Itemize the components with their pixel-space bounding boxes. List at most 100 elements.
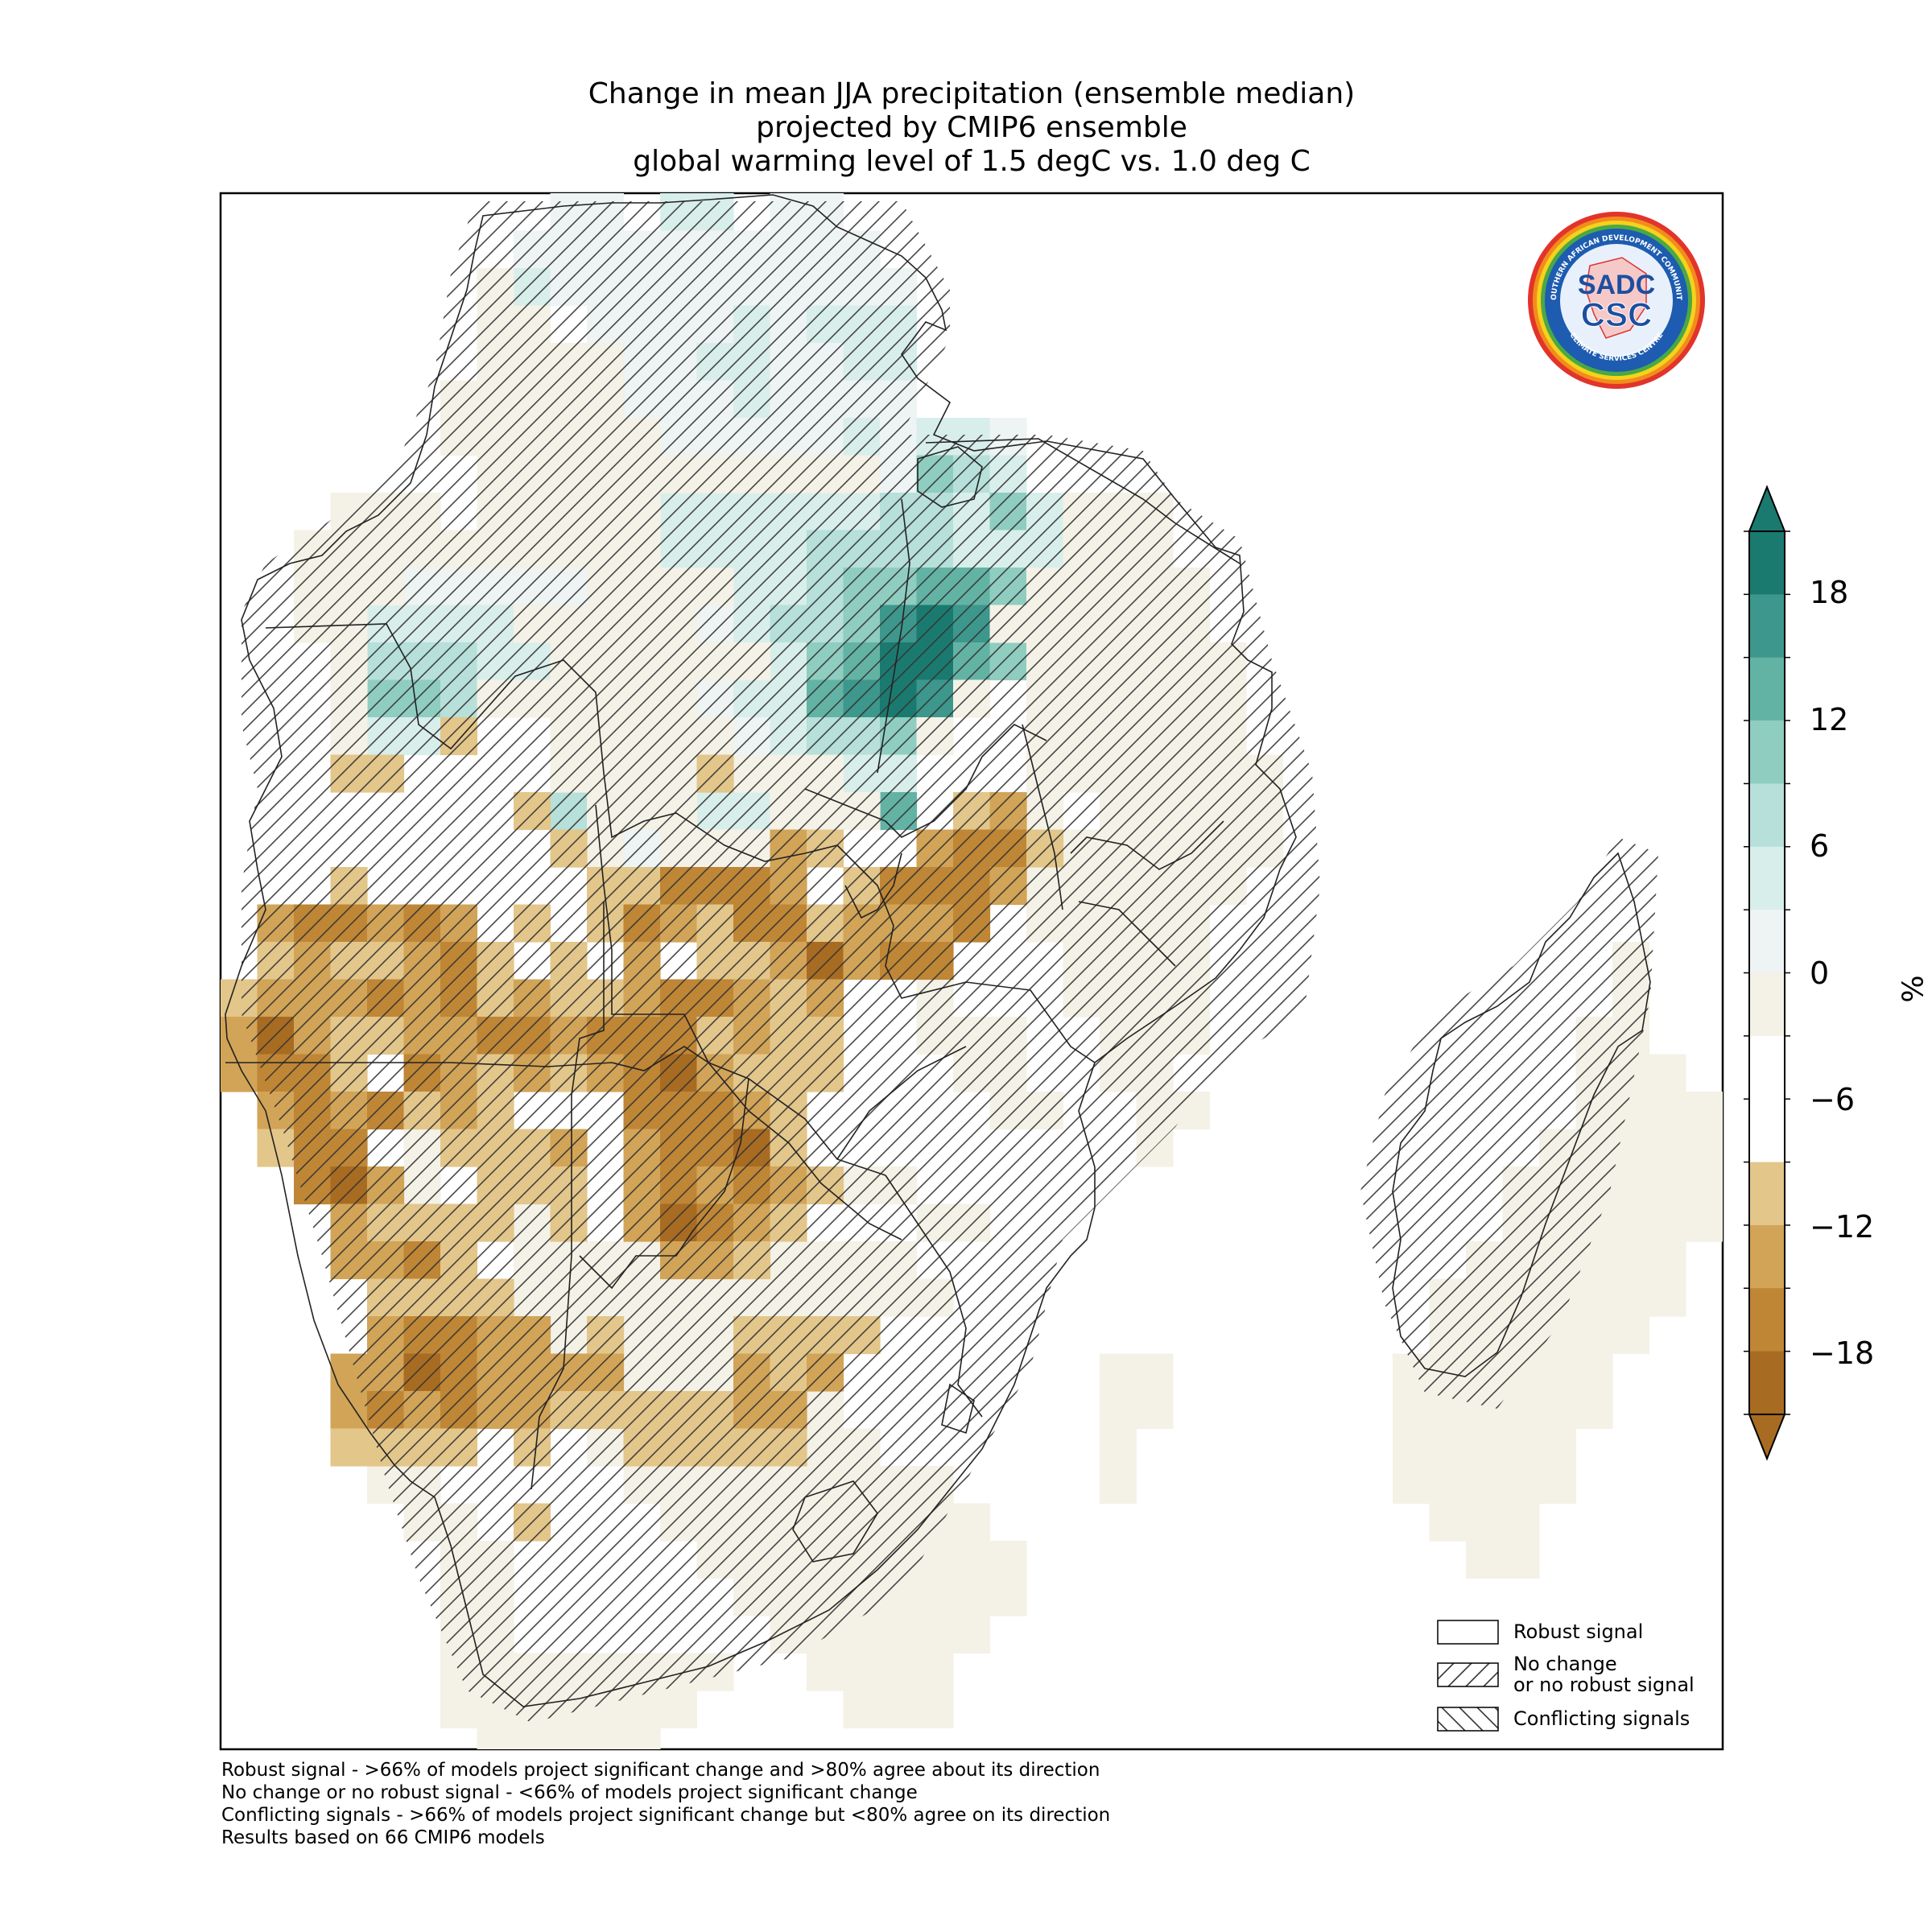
colorbar-segment <box>1749 720 1785 784</box>
grid-cell <box>733 1915 770 1932</box>
grid-cell <box>1612 1278 1650 1317</box>
grid-cell <box>843 1690 881 1729</box>
colorbar-segment <box>1749 1351 1785 1415</box>
grid-cell <box>1466 1503 1504 1542</box>
legend-robust-swatch <box>1437 1620 1499 1645</box>
coastlines-and-borders <box>225 194 1651 1707</box>
grid-cell <box>1539 1428 1577 1467</box>
legend-conflicting-label: Conflicting signals <box>1513 1707 1690 1730</box>
madagascar-coastline <box>1392 852 1651 1377</box>
colorbar-unit-label: % <box>1897 975 1930 1003</box>
lake-tanganyika <box>877 498 910 774</box>
grid-cell <box>1575 1353 1613 1392</box>
colorbar-tick-minus12: −12 <box>1810 1209 1875 1245</box>
grid-cell <box>440 1690 478 1729</box>
grid-cell <box>1466 1428 1504 1467</box>
footnote-3: Conflicting signals - >66% of models pro… <box>221 1805 1111 1826</box>
grid-cell <box>1575 1278 1613 1317</box>
border-8 <box>836 1046 967 1160</box>
grid-cell <box>916 1616 954 1654</box>
footnotes: Robust signal - >66% of models project s… <box>221 1759 1110 1849</box>
grid-cell <box>660 1878 697 1916</box>
grid-cell <box>660 1915 697 1932</box>
title-line-2: projected by CMIP6 ensemble <box>756 111 1187 144</box>
grid-cell <box>587 1915 624 1932</box>
colorbar-segment <box>1749 531 1785 595</box>
grid-cell <box>1649 1166 1686 1205</box>
grid-cell <box>1575 1316 1613 1355</box>
border-10 <box>925 438 1241 564</box>
grid-cell <box>1649 1241 1686 1280</box>
grid-cell <box>1649 1054 1686 1092</box>
colorbar-segment <box>1749 594 1785 658</box>
grid-cell <box>1502 1428 1540 1467</box>
grid-cell <box>550 1728 588 1749</box>
colorbar-tick-12: 12 <box>1810 702 1849 737</box>
colorbar-extend-min <box>1748 1414 1786 1461</box>
grid-cell <box>1539 1353 1577 1392</box>
grid-cell <box>1539 1466 1577 1505</box>
colorbar-tick-6: 6 <box>1810 828 1830 864</box>
grid-cell <box>660 1690 698 1729</box>
grid-cell <box>1136 1391 1174 1430</box>
border-11 <box>804 724 1047 838</box>
grid-cell <box>1429 1428 1467 1467</box>
map-title: Change in mean JJA precipitation (ensemb… <box>221 77 1723 179</box>
legend-conflicting-swatch <box>1437 1707 1499 1732</box>
grid-cell <box>880 1878 917 1916</box>
grid-cell <box>697 1915 734 1932</box>
grid-cell <box>1393 1428 1430 1467</box>
grid-cell <box>477 1728 514 1749</box>
colorbar-segment <box>1749 657 1785 721</box>
colorbar-tick-minus6: −6 <box>1810 1082 1856 1117</box>
grid-cell <box>953 1541 991 1579</box>
border-14 <box>1078 901 1176 967</box>
grid-cell <box>1686 1166 1723 1205</box>
grid-cell <box>1429 1503 1467 1542</box>
legend-no-change-label-2: or no robust signal <box>1513 1674 1695 1696</box>
grid-cell <box>844 1878 881 1916</box>
grid-cell <box>587 1878 624 1916</box>
grid-cell <box>1100 1466 1137 1505</box>
logo-mark-1: SADC <box>1578 270 1655 300</box>
colorbar-segment <box>1749 1224 1785 1289</box>
grid-cell <box>844 1915 881 1932</box>
grid-cell <box>807 1915 844 1932</box>
grid-cell <box>770 1878 807 1916</box>
grid-cell <box>880 1690 918 1729</box>
border-6 <box>885 1174 983 1418</box>
colorbar-segment <box>1749 1035 1785 1100</box>
lake-victoria <box>917 446 983 508</box>
footnote-2: No change or no robust signal - <66% of … <box>221 1782 918 1803</box>
grid-cell <box>1100 1391 1137 1430</box>
grid-cell <box>1686 1203 1723 1242</box>
grid-cell <box>1136 1353 1174 1392</box>
colorbar-segment <box>1749 910 1785 973</box>
title-line-1: Change in mean JJA precipitation (ensemb… <box>588 77 1356 110</box>
border-13 <box>1070 820 1224 870</box>
grid-cell <box>624 1915 661 1932</box>
grid-cell <box>989 1578 1027 1616</box>
grid-cell <box>733 1878 770 1916</box>
grid-cell <box>1502 1391 1540 1430</box>
grid-cell <box>770 1915 807 1932</box>
border-4 <box>225 1046 709 1071</box>
grid-cell <box>330 1391 368 1430</box>
grid-cell <box>953 1503 991 1542</box>
grid-cell <box>624 1878 661 1916</box>
colorbar-segment <box>1749 1288 1785 1352</box>
grid-cell <box>623 1728 661 1749</box>
lake-malawi <box>1022 724 1063 910</box>
grid-cell <box>1612 1241 1650 1280</box>
grid-cell <box>1502 1541 1540 1579</box>
grid-cell <box>1393 1466 1430 1505</box>
grid-cell <box>221 1054 258 1092</box>
grid-cell <box>1393 1391 1430 1430</box>
grid-cell <box>1686 1092 1723 1130</box>
grid-cell <box>1649 1203 1686 1242</box>
colorbar <box>1744 485 1790 1461</box>
grid-cell <box>880 1653 918 1691</box>
legend-no-change-label-1: No change <box>1513 1653 1617 1675</box>
grid-cell <box>1466 1541 1504 1579</box>
